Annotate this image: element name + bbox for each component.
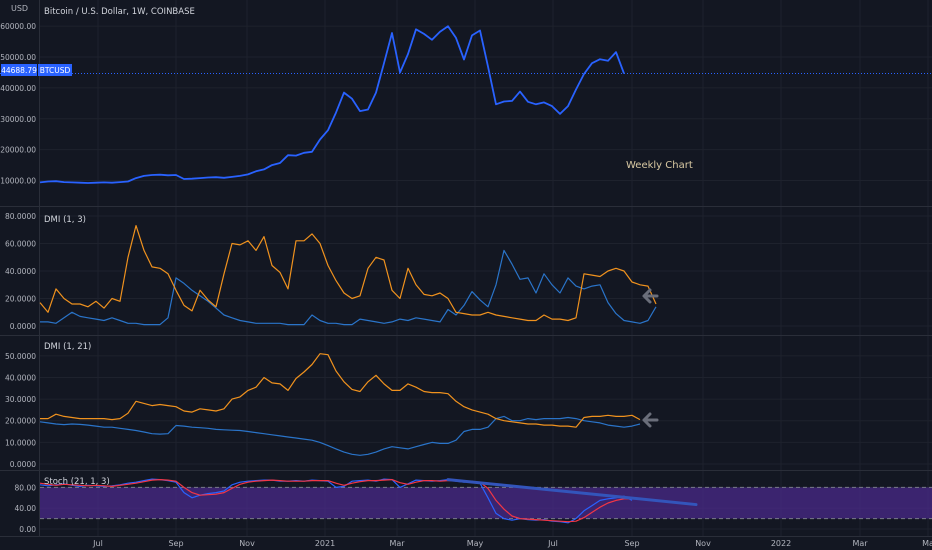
ticker-tag-box xyxy=(38,64,72,76)
arrow-icon-dmi21 xyxy=(642,412,659,428)
price-tag-box xyxy=(1,64,37,76)
x-tick-label: Nov xyxy=(239,539,255,548)
y-tick-label: 20.0000 xyxy=(5,295,36,304)
y-tick-label: 50000.00 xyxy=(0,53,36,62)
panes xyxy=(0,0,932,537)
price-tag: 44688.79 BTCUSD xyxy=(1,64,72,76)
x-tick-label: Nov xyxy=(695,539,711,548)
y-axis-labels: 60000.00 50000.00 40000.00 30000.00 20000.00… xyxy=(0,22,36,534)
x-tick-label: Sep xyxy=(168,539,183,548)
x-tick-label: Sep xyxy=(624,539,639,548)
x-tick-label: 2022 xyxy=(771,539,791,548)
stoch-band xyxy=(40,487,932,519)
y-tick-label: 40.0000 xyxy=(5,267,36,276)
y-tick-label: 40.0000 xyxy=(5,373,36,382)
pane2-title[interactable]: DMI (1, 3) xyxy=(44,215,86,225)
y-tick-label: 20.0000 xyxy=(5,417,36,426)
y-tick-label: 0.0000 xyxy=(10,460,36,469)
symbol-title[interactable]: Bitcoin / U.S. Dollar, 1W, COINBASE xyxy=(44,7,195,17)
x-tick-label: Jul xyxy=(92,539,103,548)
y-tick-label: 60.0000 xyxy=(5,240,36,249)
stoch-trendline[interactable] xyxy=(446,478,698,507)
y-tick-label: 80.0000 xyxy=(5,212,36,221)
currency-label: USD xyxy=(11,4,28,13)
weekly-chart-annotation: Weekly Chart xyxy=(626,160,693,171)
y-tick-label: 0.00 xyxy=(19,525,36,534)
x-tick-label: May xyxy=(467,539,484,548)
y-tick-label: 10000.00 xyxy=(0,177,36,186)
dmi21-plus-line xyxy=(39,415,641,456)
ticker-tag-label: BTCUSD xyxy=(40,66,71,75)
x-tick-label: Jul xyxy=(547,539,558,548)
arrow-icon-dmi3 xyxy=(642,288,659,304)
y-tick-label: 10.0000 xyxy=(5,438,36,447)
y-tick-label: 40000.00 xyxy=(0,84,36,93)
chart-marks xyxy=(0,25,932,524)
y-tick-label: 0.0000 xyxy=(10,322,36,331)
y-tick-label: 30.0000 xyxy=(5,395,36,404)
y-tick-label: 50.0000 xyxy=(5,352,36,361)
y-tick-label: 80.00 xyxy=(15,483,37,492)
x-axis-labels: Jul Sep Nov 2021 Mar May Jul Sep Nov 2022 Mar Ma xyxy=(92,539,932,548)
x-tick-label: Ma xyxy=(922,539,932,548)
dmi3-plus-line xyxy=(40,249,657,326)
dmi3-minus-line xyxy=(39,225,657,322)
x-tick-label: 2021 xyxy=(315,539,335,548)
dmi21-minus-line xyxy=(40,353,641,428)
price-tag-value: 44688.79 xyxy=(1,66,37,75)
pane3-title[interactable]: DMI (1, 21) xyxy=(44,342,91,352)
stoch-d-line xyxy=(39,479,632,523)
x-tick-label: Mar xyxy=(389,539,405,548)
y-tick-label: 30000.00 xyxy=(0,115,36,124)
btc-price-line xyxy=(39,25,625,184)
y-tick-label: 60000.00 xyxy=(0,22,36,31)
x-tick-label: Mar xyxy=(852,539,868,548)
y-tick-label: 40.00 xyxy=(15,504,37,513)
y-tick-label: 20000.00 xyxy=(0,146,36,155)
pane4-title[interactable]: Stoch (21, 1, 3) xyxy=(44,477,110,487)
